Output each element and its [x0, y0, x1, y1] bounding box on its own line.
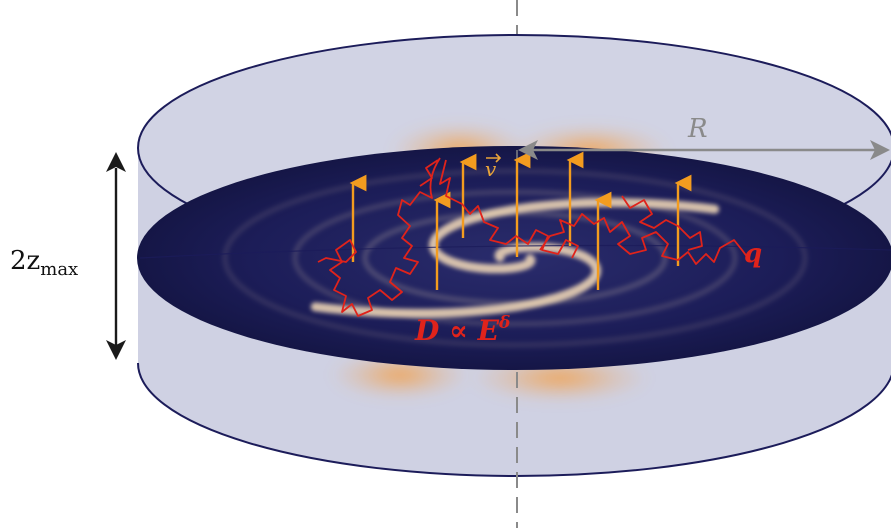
wind-arrows [349, 151, 692, 290]
particle-label: q [744, 239, 762, 269]
disk-ring [362, 210, 668, 306]
galactic-disk [137, 146, 891, 370]
disk-ring [292, 189, 738, 327]
midplane-line [139, 244, 891, 259]
diffusion-label: D ∝ Eδ [414, 313, 510, 347]
svg-text:v: v [485, 157, 497, 181]
height-label: 2zmax [10, 246, 78, 280]
disk-ring [222, 168, 808, 348]
velocity-label: v [485, 153, 502, 181]
height-dimension-arrow [106, 152, 126, 360]
radius-label: R [687, 114, 708, 144]
radius-dimension-arrow [518, 140, 890, 160]
spiral-arm [428, 198, 720, 274]
cosmic-ray-paths [317, 157, 749, 317]
